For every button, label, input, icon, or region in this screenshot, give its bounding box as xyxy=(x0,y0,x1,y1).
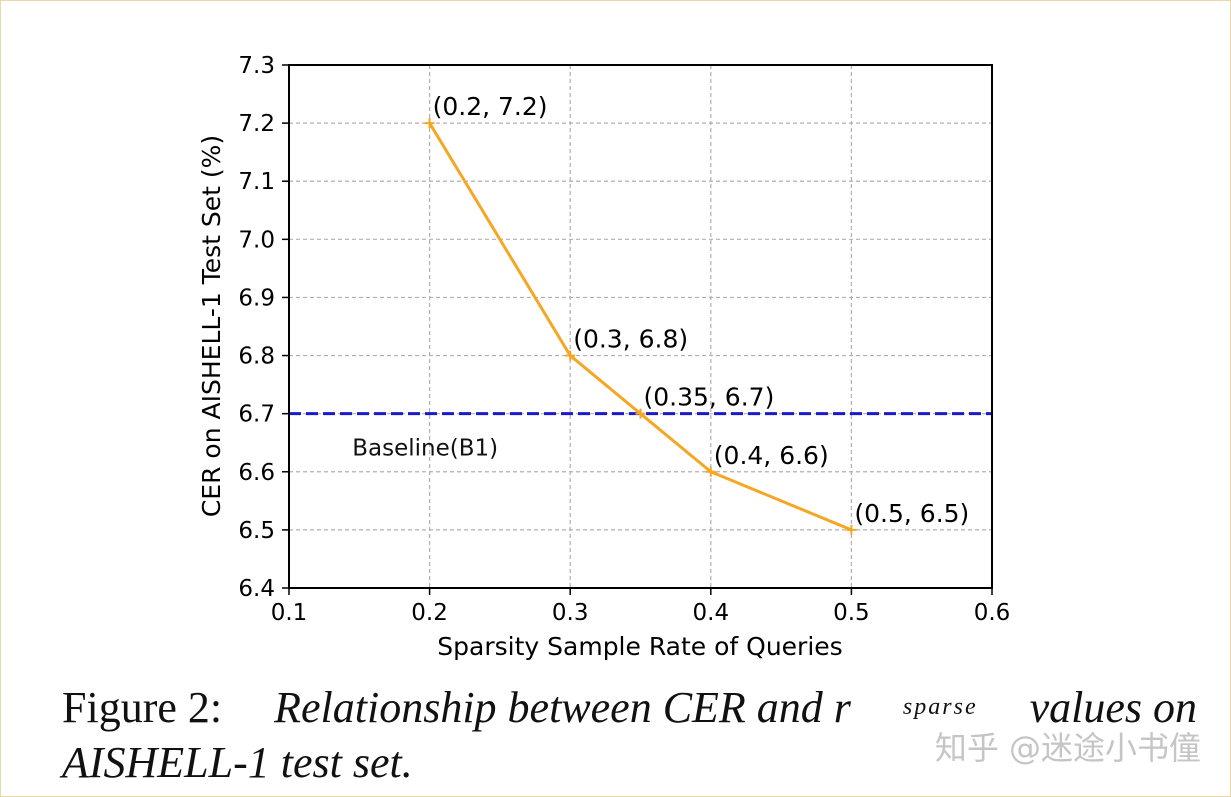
data-label: (0.3, 6.8) xyxy=(573,325,688,354)
y-tick-label: 6.9 xyxy=(238,285,275,311)
y-tick-label: 6.7 xyxy=(238,402,275,428)
caption-line2: AISHELL-1 test set. xyxy=(62,738,413,787)
y-axis-label: CER on AISHELL-1 Test Set (%) xyxy=(197,135,226,517)
y-tick-label: 7.0 xyxy=(238,227,275,253)
data-point xyxy=(846,524,857,535)
y-tick-label: 7.1 xyxy=(238,169,275,195)
data-point xyxy=(424,118,435,129)
y-tick-label: 6.6 xyxy=(238,460,275,486)
figure-caption: Figure 2: Relationship between CER and r… xyxy=(62,680,1197,790)
caption-prefix: Figure 2: xyxy=(62,683,223,732)
x-axis-label: Sparsity Sample Rate of Queries xyxy=(437,632,842,661)
y-tick-label: 7.3 xyxy=(238,53,275,79)
x-tick-label: 0.1 xyxy=(271,600,308,626)
x-tick-label: 0.2 xyxy=(411,600,448,626)
plot-frame xyxy=(288,64,993,589)
axes: 0.1 0.2 0.3 0.4 0.5 0.6 6.4 6.5 6.6 6.7 6.8 6.9 7.0 7… xyxy=(238,53,1010,626)
y-tick-label: 6.5 xyxy=(238,518,275,544)
series-group: (0.2, 7.2) (0.3, 6.8) (0.35, 6.7) (0.4, 6.6… xyxy=(424,92,969,535)
data-point xyxy=(635,408,646,419)
baseline-group: Baseline(B1) xyxy=(289,412,992,462)
caption-text-before: Relationship between CER and r xyxy=(274,683,851,732)
watermark: 知乎 @迷途小书僮 xyxy=(934,729,1201,767)
data-label: (0.4, 6.6) xyxy=(714,441,829,470)
data-label: (0.5, 6.5) xyxy=(854,499,969,528)
line-chart: Baseline(B1) (0.2, 7.2) (0.3, 6.8) (0.35, … xyxy=(197,53,1010,661)
data-point xyxy=(565,350,576,361)
caption-subscript: sparse xyxy=(902,694,978,720)
x-tick-label: 0.6 xyxy=(974,600,1011,626)
data-label: (0.2, 7.2) xyxy=(433,92,548,121)
x-tick-label: 0.4 xyxy=(693,600,730,626)
data-label: (0.35, 6.7) xyxy=(644,383,775,412)
y-tick-label: 6.4 xyxy=(238,576,275,602)
data-point xyxy=(705,466,716,477)
y-tick-label: 7.2 xyxy=(238,111,275,137)
x-tick-label: 0.3 xyxy=(552,600,589,626)
caption-text-after: values on xyxy=(1029,683,1197,732)
x-tick-label: 0.5 xyxy=(833,600,870,626)
baseline-label: Baseline(B1) xyxy=(352,436,498,462)
y-tick-label: 6.8 xyxy=(238,344,275,370)
